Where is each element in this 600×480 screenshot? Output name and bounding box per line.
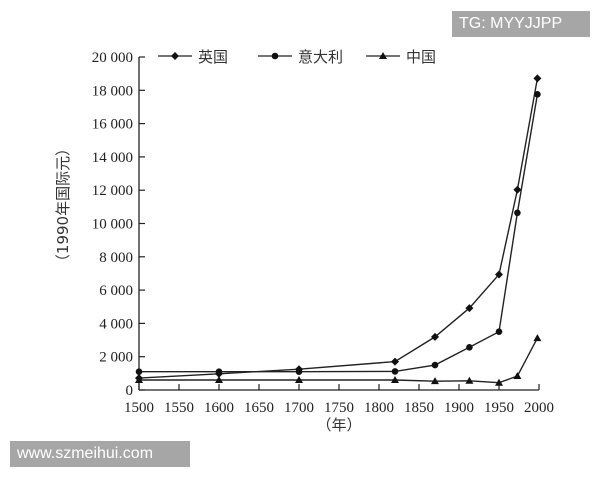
x-axis-title: （年） — [316, 416, 361, 434]
legend-label: 中国 — [406, 48, 436, 66]
triangle-marker-icon — [533, 334, 542, 342]
x-tick-label: 1500 — [124, 400, 154, 416]
diamond-marker-icon — [465, 304, 474, 313]
legend-label: 英国 — [198, 48, 228, 66]
legend-label: 意大利 — [298, 48, 343, 66]
legend-circle-icon — [271, 52, 279, 60]
circle-marker-icon — [215, 368, 223, 375]
watermark-bottom-left: www.szmeihui.com — [10, 441, 190, 467]
triangle-marker-icon — [391, 376, 399, 384]
series-line — [139, 94, 539, 373]
x-tick-label: 1600 — [204, 400, 234, 416]
legend-diamond-icon — [171, 52, 179, 60]
diamond-marker-icon — [391, 357, 399, 366]
triangle-marker-icon — [495, 378, 503, 386]
x-tick-label: 1800 — [364, 400, 394, 416]
x-tick-label: 1750 — [324, 400, 354, 416]
y-axis-title: （1990年国际元） — [54, 141, 72, 269]
diamond-marker-icon — [513, 185, 522, 194]
triangle-marker-icon — [295, 376, 303, 384]
circle-marker-icon — [135, 368, 143, 375]
legend: 英国 意大利 中国 — [158, 48, 436, 66]
watermark-top-right: TG: MYYJJPP — [452, 11, 590, 37]
diamond-marker-icon — [495, 270, 503, 279]
y-tick-label: 20 000 — [92, 50, 133, 66]
x-tick-label: 2000 — [524, 400, 554, 416]
circle-marker-icon — [295, 368, 303, 375]
y-tick-label: 0 — [126, 383, 134, 399]
circle-marker-icon — [514, 209, 521, 217]
y-tick-label: 4 000 — [99, 316, 133, 332]
series-lines — [135, 74, 542, 386]
y-tick-label: 10 000 — [92, 217, 133, 233]
triangle-marker-icon — [215, 376, 223, 384]
circle-marker-icon — [534, 91, 541, 98]
y-tick-label: 8 000 — [99, 250, 133, 266]
x-tick-label: 1850 — [404, 400, 434, 416]
diamond-marker-icon — [533, 74, 542, 83]
x-tick-label: 1900 — [444, 400, 474, 416]
x-tick-label: 1950 — [484, 400, 514, 416]
y-tick-label: 2 000 — [99, 350, 133, 366]
x-tick-label: 1550 — [164, 400, 194, 416]
diamond-marker-icon — [431, 332, 439, 341]
y-tick-label: 14 000 — [92, 150, 133, 166]
series-line — [138, 78, 539, 379]
axes: 0 2 000 4 000 6 000 8 000 10 000 12 000 14 000 1… — [92, 50, 554, 416]
circle-marker-icon — [391, 368, 399, 375]
y-tick-label: 16 000 — [92, 117, 133, 133]
circle-marker-icon — [495, 328, 503, 335]
y-tick-label: 18 000 — [92, 83, 133, 99]
triangle-marker-icon — [465, 376, 474, 384]
legend-triangle-icon — [379, 52, 387, 59]
y-tick-label: 6 000 — [99, 283, 133, 299]
series-line — [139, 337, 539, 384]
triangle-marker-icon — [431, 377, 439, 385]
y-tick-label: 12 000 — [92, 183, 133, 199]
circle-marker-icon — [466, 344, 473, 351]
circle-marker-icon — [431, 361, 439, 369]
triangle-marker-icon — [513, 372, 522, 380]
x-tick-label: 1700 — [284, 400, 314, 416]
triangle-marker-icon — [135, 376, 143, 384]
x-tick-label: 1650 — [244, 400, 274, 416]
